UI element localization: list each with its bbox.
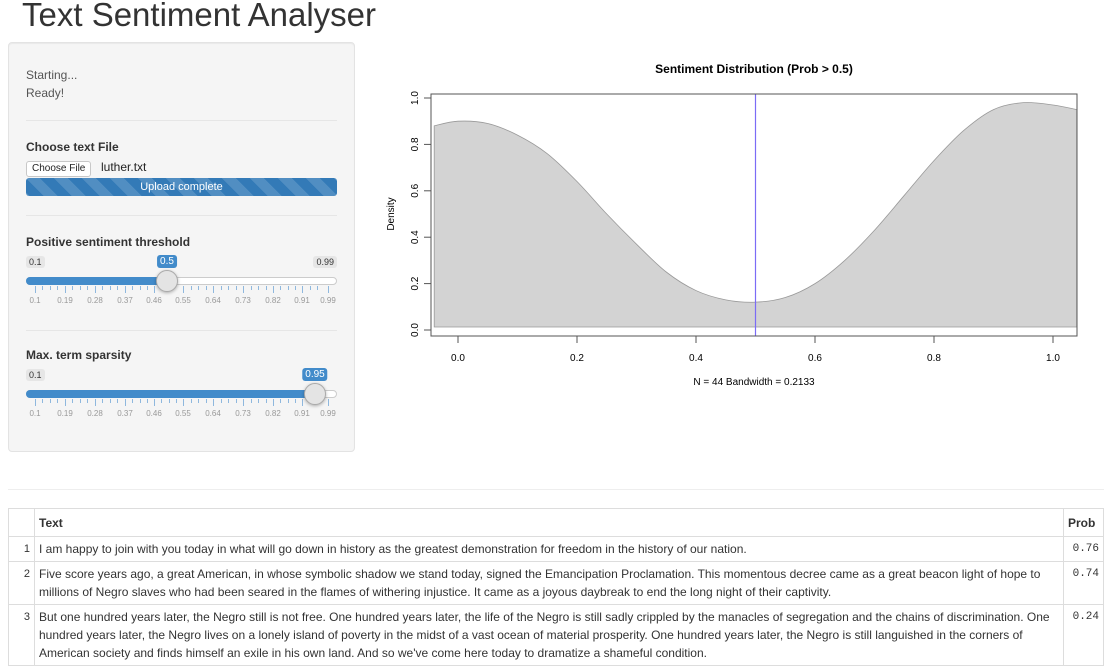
svg-text:0.0: 0.0	[451, 353, 465, 364]
table-header-row: Text Prob	[8, 508, 1104, 537]
table-row: 3 But one hundred years later, the Negro…	[8, 604, 1104, 666]
slider-fill	[26, 277, 167, 285]
column-header-text[interactable]: Text	[34, 508, 1064, 537]
svg-text:0.6: 0.6	[808, 353, 822, 364]
results-table: Text Prob 1 I am happy to join with you …	[8, 508, 1104, 666]
threshold-slider-label: Positive sentiment threshold	[26, 235, 191, 249]
svg-text:1.0: 1.0	[410, 91, 421, 105]
file-input-label: Choose text File	[26, 140, 119, 154]
svg-text:1.0: 1.0	[1046, 353, 1060, 364]
status-line: Ready!	[26, 86, 65, 100]
divider	[26, 215, 337, 216]
row-text: Five score years ago, a great American, …	[34, 561, 1064, 605]
plot-frame	[430, 93, 1078, 337]
sidebar-panel: Starting... Ready! Choose text File Choo…	[8, 42, 355, 452]
status-line: Starting...	[26, 68, 78, 82]
section-divider	[8, 489, 1104, 490]
svg-text:0.4: 0.4	[689, 353, 703, 364]
choose-file-button[interactable]: Choose File	[26, 161, 92, 177]
svg-text:0.8: 0.8	[410, 137, 421, 151]
page-title: Text Sentiment Analyser	[22, 0, 377, 33]
slider-value-label: 0.5	[157, 255, 177, 268]
slider-ticks	[26, 286, 337, 294]
selected-file-name: luther.txt	[101, 160, 147, 174]
x-axis-label: N = 44 Bandwidth = 0.2133	[693, 377, 815, 388]
row-prob: 0.74	[1063, 561, 1104, 605]
y-axis: 0.0 0.2 0.4 0.6 0.8 1.0	[410, 91, 431, 337]
svg-text:0.2: 0.2	[410, 276, 421, 290]
density-plot: 0.0 0.2 0.4 0.6 0.8 1.0 0.0 0.2 0.4 0.6 0.8 1.0 De…	[386, 91, 1078, 388]
sparsity-slider-label: Max. term sparsity	[26, 348, 132, 362]
svg-text:0.2: 0.2	[570, 353, 584, 364]
divider	[26, 120, 337, 121]
slider-handle[interactable]	[156, 270, 178, 292]
column-header-index[interactable]	[8, 508, 35, 537]
row-index: 1	[8, 536, 35, 562]
x-axis: 0.0 0.2 0.4 0.6 0.8 1.0	[451, 336, 1060, 364]
upload-progress-bar: Upload complete	[26, 178, 337, 196]
divider	[26, 330, 337, 331]
chart-title: Sentiment Distribution (Prob > 0.5)	[655, 62, 853, 76]
slider-grid-labels: 0.1 0.19 0.28 0.37 0.46 0.55 0.64 0.73 0…	[29, 296, 336, 305]
slider-grid-labels: 0.1 0.19 0.28 0.37 0.46 0.55 0.64 0.73 0…	[29, 409, 336, 418]
table-row: 2 Five score years ago, a great American…	[8, 561, 1104, 605]
row-index: 2	[8, 561, 35, 605]
row-text: But one hundred years later, the Negro s…	[34, 604, 1064, 666]
row-prob: 0.24	[1063, 604, 1104, 666]
slider-max-label: 0.99	[313, 256, 337, 268]
slider-value-label: 0.95	[302, 368, 328, 381]
svg-text:0.4: 0.4	[410, 230, 421, 244]
row-prob: 0.76	[1063, 536, 1104, 562]
slider-handle[interactable]	[304, 383, 326, 405]
svg-text:0.8: 0.8	[927, 353, 941, 364]
column-header-prob[interactable]: Prob	[1063, 508, 1104, 537]
threshold-slider[interactable]: 0.1 0.99 0.5 0.1 0.19 0.28 0.37 0.46 0.5…	[26, 255, 337, 316]
slider-fill	[26, 390, 315, 398]
status-log: Starting... Ready!	[26, 66, 77, 102]
svg-text:0.6: 0.6	[410, 183, 421, 197]
row-index: 3	[8, 604, 35, 666]
y-axis-label: Density	[386, 197, 397, 230]
slider-ticks	[26, 399, 337, 407]
row-text: I am happy to join with you today in wha…	[34, 536, 1064, 562]
sparsity-slider[interactable]: 0.1 0.95 0.1 0.19 0.28 0.37 0.46 0.55 0.…	[26, 368, 337, 429]
svg-text:0.0: 0.0	[410, 323, 421, 337]
slider-min-label: 0.1	[26, 256, 45, 268]
table-row: 1 I am happy to join with you today in w…	[8, 536, 1104, 562]
slider-min-label: 0.1	[26, 369, 45, 381]
